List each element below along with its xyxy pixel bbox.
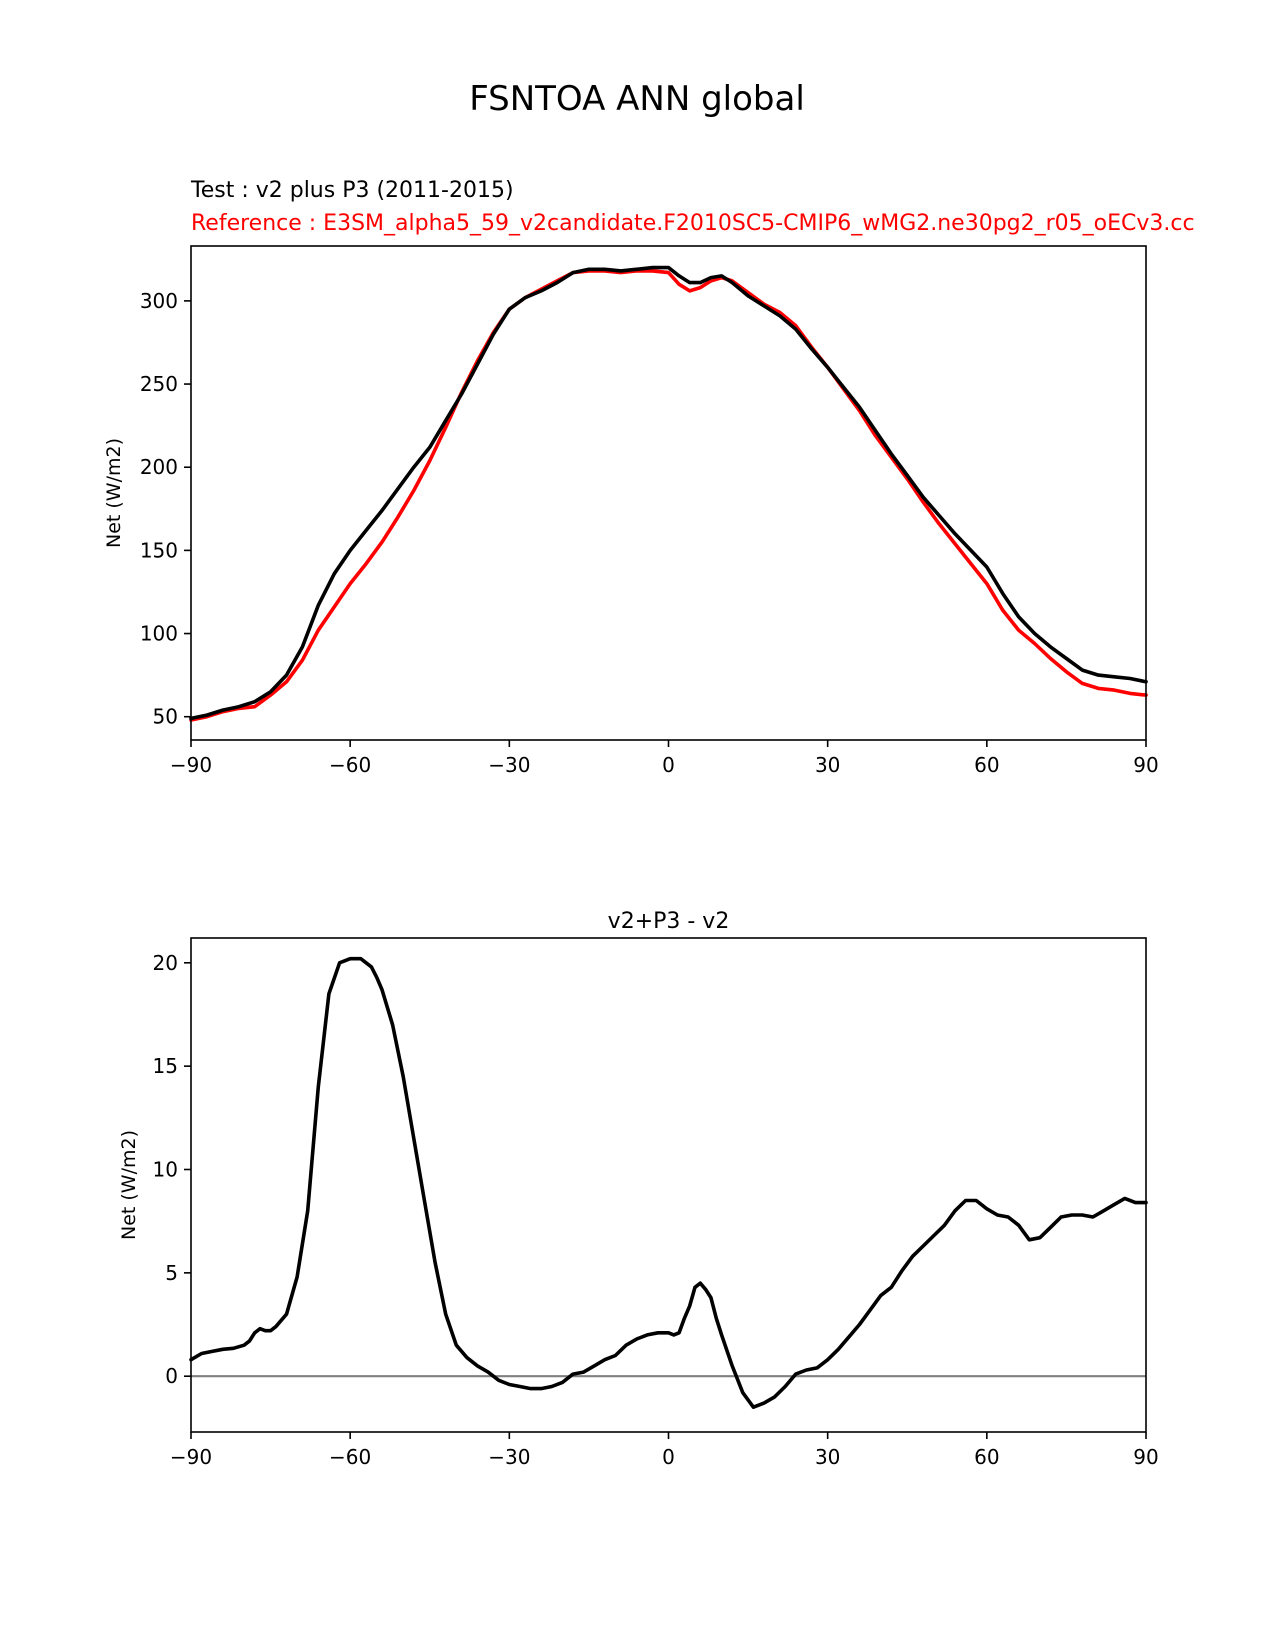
diff-xtick-label: 90 xyxy=(1133,1445,1158,1469)
top-ylabel: Net (W/m2) xyxy=(103,438,125,548)
top-ytick-label: 250 xyxy=(140,372,178,396)
top-series-test-line xyxy=(189,265,1148,721)
diff-xtick-label: −90 xyxy=(170,1445,212,1469)
diff-ytick-label: 10 xyxy=(153,1157,178,1181)
diff-xtick-label: 60 xyxy=(974,1445,999,1469)
top-ytick-label: 50 xyxy=(153,705,178,729)
top-xtick-label: 30 xyxy=(815,753,840,777)
diff-ytick-label: 5 xyxy=(165,1261,178,1285)
diff-ytick-label: 0 xyxy=(165,1364,178,1388)
diff-ylabel: Net (W/m2) xyxy=(118,1130,140,1240)
diff-series-v2-p3-v2-line xyxy=(189,956,1148,1409)
top-ytick-label: 150 xyxy=(140,538,178,562)
top-xtick-label: −60 xyxy=(329,753,371,777)
top-ytick-label: 300 xyxy=(140,289,178,313)
diff-ytick-label: 15 xyxy=(153,1054,178,1078)
diff-xtick-label: 30 xyxy=(815,1445,840,1469)
top-ytick-label: 100 xyxy=(140,622,178,646)
reference-label: Reference : E3SM_alpha5_59_v2candidate.F… xyxy=(191,211,1195,236)
top-xtick-label: 90 xyxy=(1133,753,1158,777)
top-xtick-label: −90 xyxy=(170,753,212,777)
difference-plot-title: v2+P3 - v2 xyxy=(608,909,730,934)
figure-title: FSNTOA ANN global xyxy=(469,79,805,119)
top-axes-frame xyxy=(190,245,1147,741)
top-series-reference-line xyxy=(189,269,1148,722)
test-label: Test : v2 plus P3 (2011-2015) xyxy=(190,178,514,203)
diff-xtick-label: −60 xyxy=(329,1445,371,1469)
top-plot: −90 −60 −30 0 30 60 90 50 100 150 200 250 300 Net (W/… xyxy=(103,245,1159,777)
top-xtick-label: 60 xyxy=(974,753,999,777)
diff-xtick-label: 0 xyxy=(662,1445,675,1469)
diff-axes-frame xyxy=(190,937,1147,1433)
top-ytick-label: 200 xyxy=(140,455,178,479)
diff-ytick-label: 20 xyxy=(153,951,178,975)
top-xtick-label: −30 xyxy=(488,753,530,777)
difference-plot: v2+P3 - v2 −90 −60 −30 0 30 60 90 0 5 10 15 20 Net (… xyxy=(118,909,1159,1469)
top-xtick-label: 0 xyxy=(662,753,675,777)
diff-xtick-label: −30 xyxy=(488,1445,530,1469)
